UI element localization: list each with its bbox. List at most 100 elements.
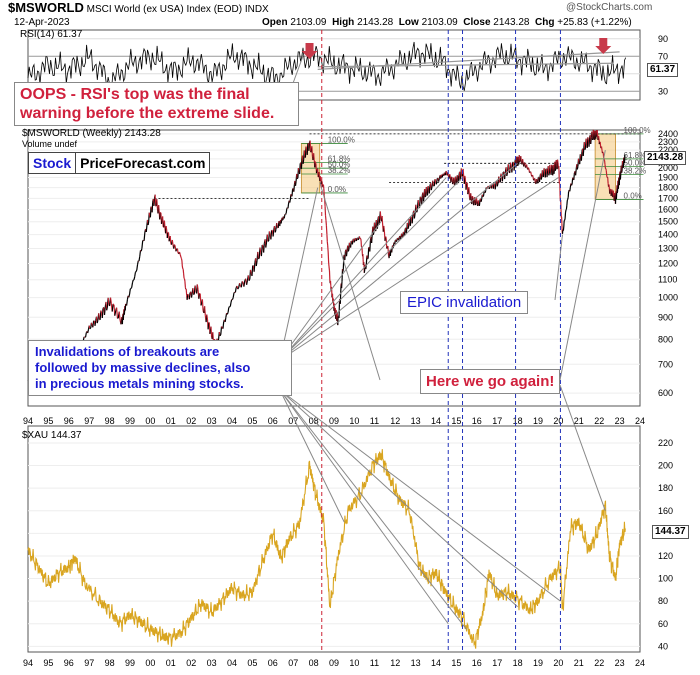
price-segment bbox=[402, 234, 403, 237]
xau-xtick-label: 11 bbox=[370, 658, 379, 668]
price-xtick-label: 16 bbox=[472, 416, 482, 426]
here-callout: Here we go again! bbox=[420, 369, 560, 394]
price-segment bbox=[602, 147, 603, 151]
price-segment bbox=[229, 307, 230, 308]
price-segment bbox=[286, 213, 287, 214]
price-segment bbox=[533, 175, 534, 177]
chg-label: Chg bbox=[535, 17, 554, 28]
price-segment bbox=[188, 294, 189, 296]
price-segment bbox=[213, 332, 214, 340]
price-segment bbox=[208, 323, 209, 329]
price-segment bbox=[154, 198, 155, 206]
price-segment bbox=[451, 178, 452, 182]
price-segment bbox=[97, 320, 98, 323]
price-xtick-label: 02 bbox=[186, 416, 196, 426]
price-segment bbox=[166, 226, 167, 230]
price-segment bbox=[577, 167, 578, 170]
price-segment bbox=[472, 196, 473, 197]
price-xtick-label: 11 bbox=[370, 416, 379, 426]
price-xtick-label: 04 bbox=[227, 416, 237, 426]
fib-2007-fib-label: 0.0% bbox=[328, 185, 346, 194]
price-segment bbox=[556, 160, 557, 167]
price-segment bbox=[475, 203, 476, 205]
price-segment bbox=[463, 169, 464, 177]
price-segment bbox=[396, 241, 397, 242]
price-xtick-label: 98 bbox=[105, 416, 115, 426]
price-segment bbox=[256, 260, 257, 266]
price-segment bbox=[259, 258, 260, 259]
price-segment bbox=[436, 179, 437, 185]
price-segment bbox=[105, 308, 106, 315]
price-segment bbox=[354, 241, 355, 242]
price-segment bbox=[477, 198, 478, 204]
price-ytick-label: 1000 bbox=[658, 293, 678, 303]
close-value: 2143.28 bbox=[493, 17, 529, 28]
xau-xtick-label: 18 bbox=[513, 658, 523, 668]
price-segment bbox=[495, 184, 496, 190]
price-segment bbox=[570, 188, 571, 192]
price-segment bbox=[210, 331, 211, 334]
price-segment bbox=[471, 193, 472, 199]
price-xtick-label: 23 bbox=[615, 416, 625, 426]
price-segment bbox=[541, 177, 542, 180]
price-segment bbox=[574, 173, 575, 180]
price-ytick-label: 600 bbox=[658, 388, 673, 398]
rsi-last-badge: 61.37 bbox=[647, 63, 678, 77]
price-segment bbox=[488, 186, 489, 187]
price-segment bbox=[326, 215, 327, 220]
price-xtick-label: 22 bbox=[594, 416, 604, 426]
price-segment bbox=[435, 179, 436, 182]
price-segment bbox=[300, 164, 301, 174]
price-segment bbox=[199, 293, 200, 298]
price-segment bbox=[108, 298, 109, 305]
xau-xtick-label: 24 bbox=[635, 658, 645, 668]
low-value: 2103.09 bbox=[422, 17, 458, 28]
xau-xtick-label: 97 bbox=[84, 658, 94, 668]
price-segment bbox=[611, 193, 612, 196]
price-segment bbox=[95, 320, 96, 326]
ohlc-row: Open 2103.09 High 2143.28 Low 2103.09 Cl… bbox=[262, 17, 632, 28]
rsi-legend: RSI(14) 61.37 bbox=[20, 29, 82, 40]
price-xtick-label: 94 bbox=[23, 416, 33, 426]
price-segment bbox=[91, 323, 92, 325]
price-segment bbox=[555, 168, 556, 170]
price-segment bbox=[534, 179, 535, 180]
price-segment bbox=[150, 207, 151, 218]
price-segment bbox=[176, 249, 177, 251]
price-segment bbox=[107, 307, 108, 310]
price-segment bbox=[192, 293, 193, 298]
invalidation-callout: Invalidations of breakouts are followed … bbox=[28, 340, 292, 396]
price-segment bbox=[497, 183, 498, 187]
price-segment bbox=[384, 226, 385, 232]
price-segment bbox=[242, 281, 243, 282]
price-ytick-label: 900 bbox=[658, 312, 673, 322]
price-segment bbox=[481, 198, 482, 201]
price-segment bbox=[134, 277, 135, 280]
epic-callout: EPIC invalidation bbox=[400, 291, 528, 314]
price-segment bbox=[566, 210, 567, 213]
price-segment bbox=[457, 175, 458, 176]
price-xtick-label: 12 bbox=[390, 416, 400, 426]
xau-xtick-label: 96 bbox=[64, 658, 74, 668]
price-segment bbox=[258, 252, 259, 259]
price-segment bbox=[177, 249, 178, 254]
price-segment bbox=[545, 169, 546, 177]
xau-xtick-label: 10 bbox=[349, 658, 359, 668]
price-segment bbox=[399, 237, 400, 240]
price-segment bbox=[370, 241, 371, 252]
price-segment bbox=[514, 163, 515, 171]
price-segment bbox=[186, 289, 187, 296]
price-segment bbox=[507, 172, 508, 176]
price-segment bbox=[456, 177, 457, 181]
price-segment bbox=[409, 219, 410, 224]
price-segment bbox=[431, 186, 432, 190]
price-segment bbox=[376, 220, 377, 222]
xau-ytick-label: 80 bbox=[658, 596, 668, 606]
price-segment bbox=[254, 263, 255, 272]
price-segment bbox=[433, 181, 434, 186]
oops-line-1: OOPS - RSI's top was the final bbox=[20, 85, 293, 104]
price-segment bbox=[127, 300, 128, 306]
price-segment bbox=[195, 286, 196, 291]
price-ytick-label: 1200 bbox=[658, 258, 678, 268]
